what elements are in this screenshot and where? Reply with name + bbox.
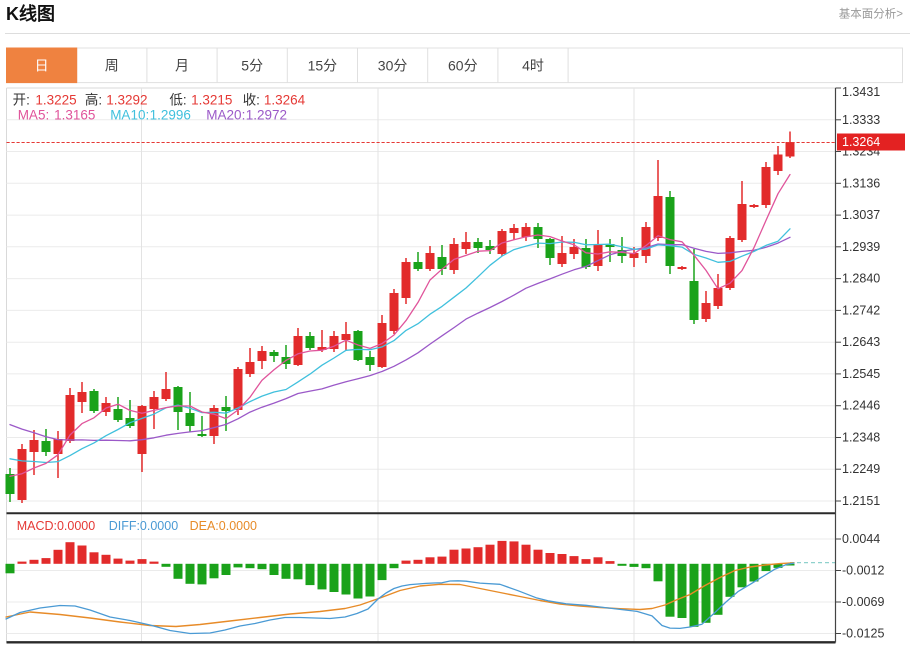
- svg-text:MA10:: MA10:: [110, 108, 149, 123]
- svg-text:1.3264: 1.3264: [842, 135, 880, 149]
- svg-text:1.3292: 1.3292: [106, 93, 147, 108]
- svg-text:MA20:: MA20:: [206, 108, 245, 123]
- svg-text:0.0044: 0.0044: [842, 532, 880, 546]
- svg-text:K线图: K线图: [6, 3, 55, 24]
- svg-text:4时: 4时: [522, 57, 544, 73]
- svg-text:开:: 开:: [13, 93, 30, 108]
- svg-text:DEA:0.0000: DEA:0.0000: [190, 519, 257, 533]
- svg-text:5分: 5分: [241, 57, 263, 73]
- svg-text:基本面分析>: 基本面分析>: [839, 7, 903, 21]
- svg-text:低:: 低:: [169, 93, 186, 108]
- svg-text:15分: 15分: [308, 57, 338, 73]
- svg-text:1.3333: 1.3333: [842, 113, 880, 127]
- svg-text:-0.0069: -0.0069: [842, 595, 884, 609]
- svg-text:日: 日: [35, 57, 49, 73]
- svg-text:1.2972: 1.2972: [246, 108, 287, 123]
- svg-text:1.3136: 1.3136: [842, 176, 880, 190]
- svg-text:1.2840: 1.2840: [842, 272, 880, 286]
- svg-text:1.2939: 1.2939: [842, 240, 880, 254]
- svg-text:-0.0125: -0.0125: [842, 627, 884, 641]
- svg-text:MA5:: MA5:: [18, 108, 50, 123]
- svg-text:1.2249: 1.2249: [842, 462, 880, 476]
- svg-text:1.3225: 1.3225: [35, 93, 76, 108]
- svg-text:1.2348: 1.2348: [842, 430, 880, 444]
- svg-text:-0.0012: -0.0012: [842, 564, 884, 578]
- svg-text:MACD:0.0000: MACD:0.0000: [17, 519, 96, 533]
- svg-text:1.3215: 1.3215: [191, 93, 232, 108]
- svg-text:1.3431: 1.3431: [842, 85, 880, 99]
- svg-text:1.3264: 1.3264: [264, 93, 306, 108]
- svg-text:1.2545: 1.2545: [842, 367, 880, 381]
- svg-text:1.2151: 1.2151: [842, 494, 880, 508]
- svg-text:30分: 30分: [378, 57, 408, 73]
- svg-text:DIFF:0.0000: DIFF:0.0000: [109, 519, 179, 533]
- svg-text:月: 月: [175, 57, 189, 73]
- svg-text:1.2643: 1.2643: [842, 335, 880, 349]
- svg-text:1.2996: 1.2996: [150, 108, 191, 123]
- svg-text:收:: 收:: [243, 93, 260, 108]
- svg-text:1.2446: 1.2446: [842, 399, 880, 413]
- svg-text:高:: 高:: [85, 92, 102, 108]
- svg-text:1.3165: 1.3165: [54, 108, 95, 123]
- svg-text:60分: 60分: [448, 57, 478, 73]
- svg-text:1.2742: 1.2742: [842, 303, 880, 317]
- svg-text:1.3037: 1.3037: [842, 208, 880, 222]
- svg-text:周: 周: [105, 57, 119, 73]
